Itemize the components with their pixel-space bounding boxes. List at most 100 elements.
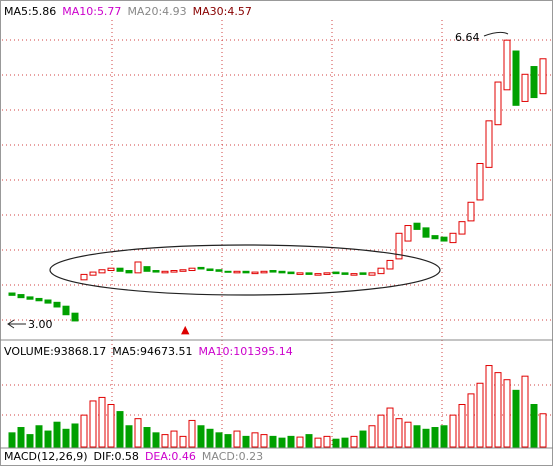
candle-body [377,267,385,275]
candle-body [323,272,331,275]
candle-body [350,273,358,276]
volume-bars [8,365,547,448]
candle-body [260,270,268,274]
volume-bar [530,404,538,448]
candle-body [359,272,367,275]
indicator-text: MA5:5.86 [4,5,56,18]
candle-body [53,301,61,308]
candle-body [8,292,16,296]
highlight-ellipse [49,244,441,296]
volume-bar [116,411,124,448]
volume-bar [251,432,259,448]
candle-body [17,294,25,299]
volume-bar [278,437,286,448]
candle-body [467,201,475,222]
volume-bar [503,379,511,448]
volume-bar [332,438,340,448]
volume-bar [35,425,43,448]
indicator-text: MA10:101395.14 [198,345,292,358]
candle-body [449,232,457,244]
volume-bar [62,428,70,448]
high-arrow [483,31,509,37]
volume-bar [233,430,241,448]
candle-body [530,66,538,99]
candle-body [197,266,205,270]
volume-bar [242,435,250,448]
candle-body [341,272,349,275]
volume-bar [215,432,223,448]
volume-bar [521,375,529,448]
candle-body [503,39,511,91]
volume-bar [53,421,61,448]
candle-body [35,297,43,302]
event-icon: ▲ [181,323,190,336]
candle-body [161,270,169,274]
volume-bar [170,430,178,448]
volume-bar [89,400,97,448]
volume-bar [449,414,457,448]
volume-bar [359,430,367,448]
candle-body [89,271,97,276]
candle-body [80,273,88,281]
grid [2,20,551,446]
volume-bar [44,430,52,448]
volume-bar [404,421,412,448]
candle-body [458,221,466,235]
volume-bar [134,418,142,448]
candle-body [296,272,304,275]
candle-body [368,272,376,276]
volume-bar [161,434,169,448]
candle-body [125,270,133,274]
volume-bar [341,437,349,448]
indicator-text: MACD(12,26,9) [4,450,88,463]
indicator-text: VOLUME:93868.17 [4,345,106,358]
candle-body [539,58,547,95]
volume-bar [179,435,187,448]
candle-body [512,50,520,106]
candle-body [413,222,421,230]
volume-header: VOLUME:93868.17 MA5:94673.51 MA10:101395.1… [4,345,293,358]
indicator-text: MA10:5.77 [62,5,121,18]
volume-bar [71,423,79,448]
indicator-text: MA30:4.57 [193,5,252,18]
volume-bar [431,427,439,448]
volume-bar [413,425,421,448]
candle-body [476,162,484,201]
volume-bar [476,382,484,448]
candle-body [242,270,250,274]
indicator-text: DIF:0.58 [94,450,139,463]
price-header: MA5:5.86 MA10:5.77 MA20:4.93 MA30:4.57 [4,5,252,18]
candle-body [206,268,214,272]
candle-body [521,73,529,102]
candle-body [170,270,178,273]
candle-body [71,312,79,322]
candle-body [152,270,160,273]
volume-bar [224,434,232,448]
volume-bar [368,425,376,448]
candle-body [215,269,223,272]
candle-body [395,232,403,260]
volume-bar [395,418,403,448]
candle-body [233,270,241,274]
candle-body [143,266,151,272]
candle-body [107,267,115,272]
candle-body [314,273,322,276]
candle-body [287,271,295,275]
candle-body [422,227,430,238]
volume-bar [512,389,520,448]
candle-body [134,261,142,274]
volume-bar [80,414,88,448]
candle-body [494,81,502,126]
candle-body [332,271,340,275]
indicator-text: MACD:0.23 [202,450,263,463]
candle-body [116,267,124,272]
volume-bar [287,435,295,448]
candle-body [404,225,412,242]
indicator-text: DEA:0.46 [145,450,196,463]
volume-bar [494,372,502,448]
candle-body [26,296,34,300]
indicator-text: MA5:94673.51 [112,345,192,358]
volume-bar [125,425,133,448]
low-arrow [7,319,26,329]
volume-bar [260,434,268,448]
